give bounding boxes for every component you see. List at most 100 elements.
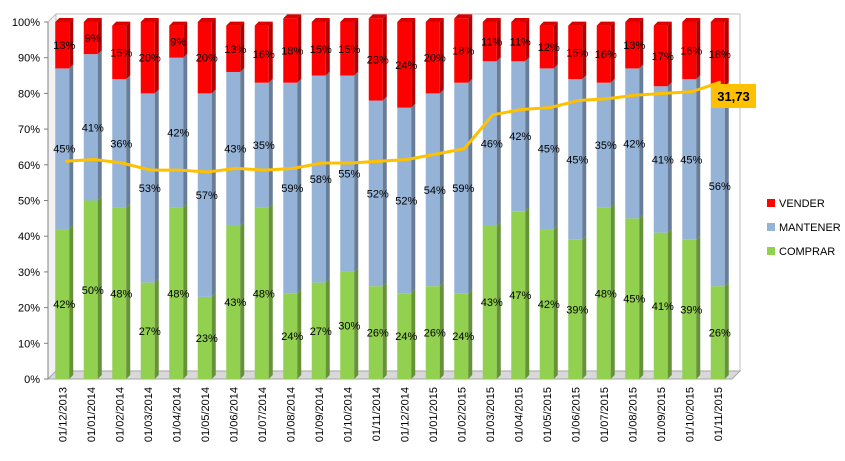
bar-side-vender bbox=[439, 18, 444, 94]
bar-side-vender bbox=[411, 18, 416, 108]
bar-comprar bbox=[539, 229, 554, 379]
bar-top-vender bbox=[511, 18, 530, 22]
callout-label: 31,73 bbox=[717, 89, 750, 104]
bar-side-vender bbox=[268, 21, 273, 83]
bar-side-vender bbox=[468, 14, 473, 83]
data-label-comprar: 27% bbox=[139, 326, 161, 338]
bar-side-vender bbox=[696, 18, 701, 80]
bar-side-comprar bbox=[240, 221, 245, 379]
bar-side-comprar bbox=[525, 207, 530, 379]
legend-label-comprar: COMPRAR bbox=[779, 246, 835, 258]
bar-vender bbox=[283, 18, 298, 83]
bar-vender bbox=[454, 18, 469, 83]
x-tick-label: 01/10/2015 bbox=[684, 387, 696, 442]
bar-comprar bbox=[83, 200, 98, 379]
data-label-vender: 16% bbox=[253, 49, 275, 61]
bar-side-comprar bbox=[97, 196, 102, 379]
bar-side-comprar bbox=[696, 235, 701, 379]
bar-side-mantener bbox=[69, 64, 74, 230]
data-label-vender: 23% bbox=[367, 54, 389, 66]
data-label-comprar: 48% bbox=[595, 288, 617, 300]
bar-side-mantener bbox=[696, 75, 701, 240]
legend-swatch-vender bbox=[767, 199, 775, 207]
trend-line-path bbox=[65, 80, 722, 174]
bar-comprar bbox=[140, 282, 155, 379]
bar-mantener bbox=[454, 82, 469, 294]
y-tick-label: 100% bbox=[12, 17, 40, 29]
bar-top-vender bbox=[539, 21, 558, 26]
bar-comprar bbox=[596, 207, 611, 379]
bar-side-vender bbox=[496, 18, 501, 62]
bar-mantener bbox=[511, 61, 526, 212]
data-label-mantener: 35% bbox=[253, 140, 275, 152]
data-label-mantener: 52% bbox=[395, 196, 417, 208]
bar-comprar bbox=[625, 218, 640, 379]
bar-mantener bbox=[682, 79, 697, 240]
bar-side-vender bbox=[211, 18, 216, 94]
bar-comprar bbox=[511, 211, 526, 379]
bar-top-vender bbox=[397, 18, 416, 22]
bar-side-vender bbox=[240, 21, 245, 72]
x-tick-label: 01/09/2015 bbox=[656, 387, 668, 442]
bar-side-mantener bbox=[240, 67, 245, 226]
x-tick-label: 01/02/2014 bbox=[114, 387, 126, 442]
data-label-mantener: 46% bbox=[481, 138, 503, 150]
legend-label-mantener: MANTENER bbox=[779, 222, 841, 234]
bar-vender bbox=[112, 25, 127, 80]
data-label-comprar: 47% bbox=[509, 290, 531, 302]
bar-vender bbox=[682, 22, 697, 80]
data-label-vender: 17% bbox=[652, 51, 674, 63]
bar-side-vender bbox=[325, 18, 330, 76]
bar-vender bbox=[311, 22, 326, 76]
bar-top-vender bbox=[682, 18, 701, 22]
data-label-mantener: 56% bbox=[709, 181, 731, 193]
legend: VENDER MANTENER COMPRAR bbox=[767, 198, 841, 258]
data-label-mantener: 54% bbox=[424, 185, 446, 197]
data-label-mantener: 42% bbox=[509, 131, 531, 143]
bar-top-vender bbox=[596, 21, 615, 26]
y-tick-label: 70% bbox=[18, 124, 40, 136]
bar-mantener bbox=[140, 93, 155, 283]
data-label-vender: 15% bbox=[110, 47, 132, 59]
data-labels: 42% 45% 13% 50% 41% 9% 48% 36% 15% 27% 53% 20% 48% 42… bbox=[53, 33, 731, 345]
data-label-vender: 16% bbox=[595, 49, 617, 61]
bar-side-mantener bbox=[439, 89, 444, 287]
bar-comprar bbox=[55, 229, 70, 379]
bar-vender bbox=[511, 22, 526, 62]
data-label-comprar: 26% bbox=[367, 328, 389, 340]
data-label-comprar: 45% bbox=[623, 294, 645, 306]
data-label-vender: 13% bbox=[53, 40, 75, 52]
bar-mantener bbox=[397, 107, 412, 294]
bar-side-comprar bbox=[268, 203, 273, 379]
bar-vender bbox=[625, 22, 640, 69]
bar-side-comprar bbox=[382, 282, 387, 379]
bar-side-vender bbox=[354, 18, 359, 76]
x-tick-label: 01/11/2015 bbox=[713, 387, 725, 441]
y-tick-label: 0% bbox=[24, 374, 40, 386]
data-label-comprar: 42% bbox=[53, 299, 75, 311]
bar-mantener bbox=[197, 93, 212, 297]
bar-top-vender bbox=[140, 18, 159, 22]
bar-side-vender bbox=[154, 18, 159, 94]
bar-comprar bbox=[397, 293, 412, 379]
bar-side-comprar bbox=[211, 292, 216, 379]
bar-side-comprar bbox=[297, 289, 302, 379]
bar-mantener bbox=[254, 82, 269, 208]
data-label-mantener: 59% bbox=[281, 183, 303, 195]
y-tick-label: 20% bbox=[18, 303, 40, 315]
bar-side-mantener bbox=[724, 82, 729, 287]
bar-side-comprar bbox=[354, 267, 359, 379]
bar-side-vender bbox=[610, 21, 615, 83]
bar-mantener bbox=[226, 71, 241, 226]
bar-vender bbox=[710, 22, 725, 87]
bar-mantener bbox=[311, 75, 326, 283]
floor bbox=[46, 370, 742, 380]
callout-box bbox=[711, 84, 756, 108]
bar-comprar bbox=[226, 225, 241, 379]
x-tick-label: 01/08/2014 bbox=[285, 387, 297, 442]
data-label-mantener: 45% bbox=[680, 154, 702, 166]
x-tick-label: 01/01/2015 bbox=[428, 387, 440, 442]
bar-top-vender bbox=[425, 18, 444, 22]
